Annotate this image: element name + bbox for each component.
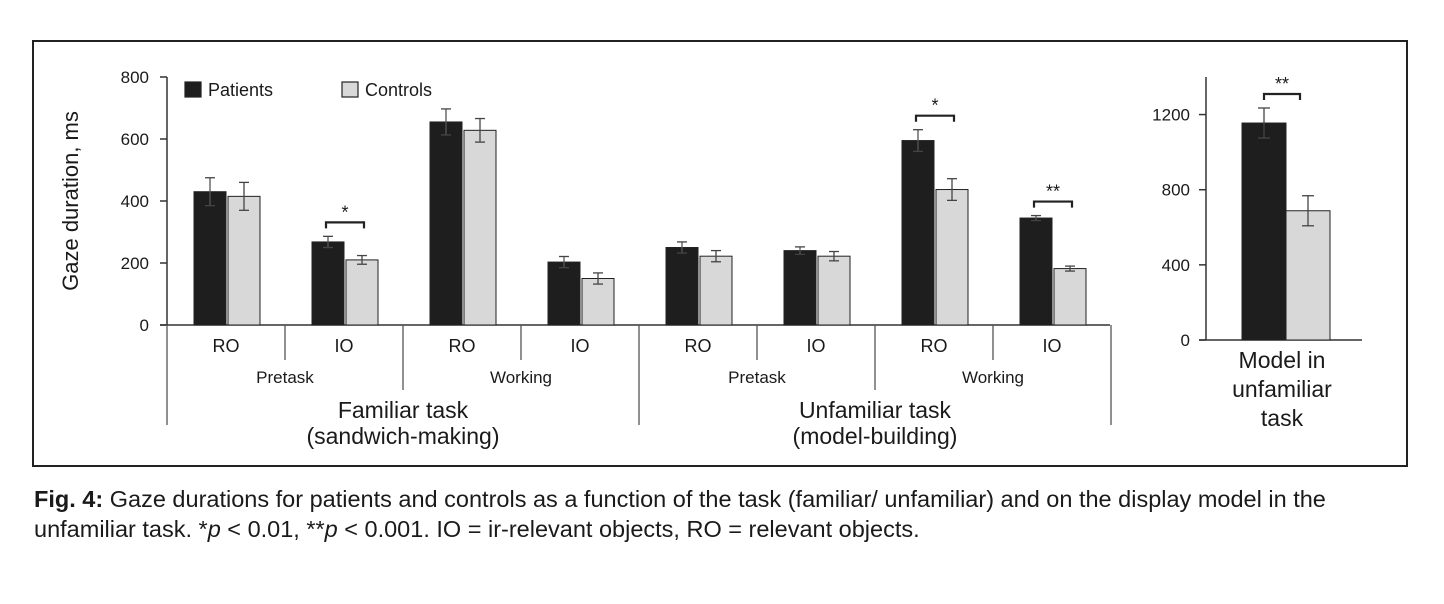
bar-controls [581,278,615,326]
bar-controls [227,195,261,326]
x-phase-label: Working [962,368,1024,387]
significance-bracket [1032,200,1074,208]
x-task-label: Unfamiliar task [799,397,952,423]
x-category-label: IO [1042,336,1061,356]
bar-patients [783,250,817,326]
x-category-label: IO [806,336,825,356]
bar-controls [345,259,379,326]
significance-marker: ** [1275,74,1289,94]
x-task-label: (model-building) [793,423,958,449]
legend-label-controls: Controls [365,80,432,100]
bar-patients [1019,217,1053,326]
bar-patients [1241,122,1287,341]
bar-patients [429,121,463,326]
caption-p-2: p [324,516,338,542]
bar-patients [193,191,227,326]
x-category-label: RO [921,336,948,356]
significance-marker: ** [1046,182,1060,202]
y-tick-label: 600 [121,130,149,149]
y-tick-label: 1200 [1152,106,1190,125]
x-category-label-right: task [1261,405,1304,431]
y-tick-label: 400 [121,192,149,211]
y-tick-label: 400 [1162,256,1190,275]
x-category-label-right: unfamiliar [1232,376,1332,402]
bar-patients [311,241,345,326]
caption-p-1: p [207,516,221,542]
bar-controls [817,255,851,326]
x-category-label: RO [685,336,712,356]
significance-bracket [324,221,366,229]
bar-patients [665,247,699,326]
legend-swatch-patients [184,81,202,98]
x-category-label: RO [449,336,476,356]
caption-label: Fig. 4: [34,486,104,512]
x-phase-label: Pretask [256,368,314,387]
caption-text-1: Gaze durations for patients and controls… [34,486,1326,542]
y-tick-label: 0 [140,316,149,335]
caption-text-3: < 0.001. IO = ir-relevant objects, RO = … [337,516,920,542]
x-category-label: IO [570,336,589,356]
caption-text-2: < 0.01, ** [220,516,325,542]
legend-swatch-controls [341,81,359,98]
x-phase-label: Working [490,368,552,387]
significance-marker: * [341,202,348,222]
y-axis-title: Gaze duration, ms [58,111,83,291]
bar-patients [901,140,935,326]
x-task-label: (sandwich-making) [306,423,499,449]
y-tick-label: 800 [121,68,149,87]
figure-chart: 0 200 400 600 800 Gaze duration, ms Patients Co… [58,68,1362,449]
bar-controls [699,255,733,326]
significance-bracket [1262,92,1302,100]
x-category-label-right: Model in [1239,347,1326,373]
y-tick-label: 0 [1181,331,1190,350]
y-tick-label: 800 [1162,181,1190,200]
significance-marker: * [931,96,938,116]
x-task-label: Familiar task [338,397,469,423]
y-tick-label: 200 [121,254,149,273]
bar-controls [1285,210,1331,341]
bar-controls [935,189,969,326]
legend-label-patients: Patients [208,80,273,100]
figure-caption: Fig. 4: Gaze durations for patients and … [34,484,1414,544]
bar-patients [547,261,581,326]
x-category-label: RO [213,336,240,356]
x-category-label: IO [334,336,353,356]
bar-controls [1053,268,1087,326]
bar-controls [463,129,497,326]
significance-bracket [914,114,956,122]
figure-frame [32,40,1408,467]
x-phase-label: Pretask [728,368,786,387]
